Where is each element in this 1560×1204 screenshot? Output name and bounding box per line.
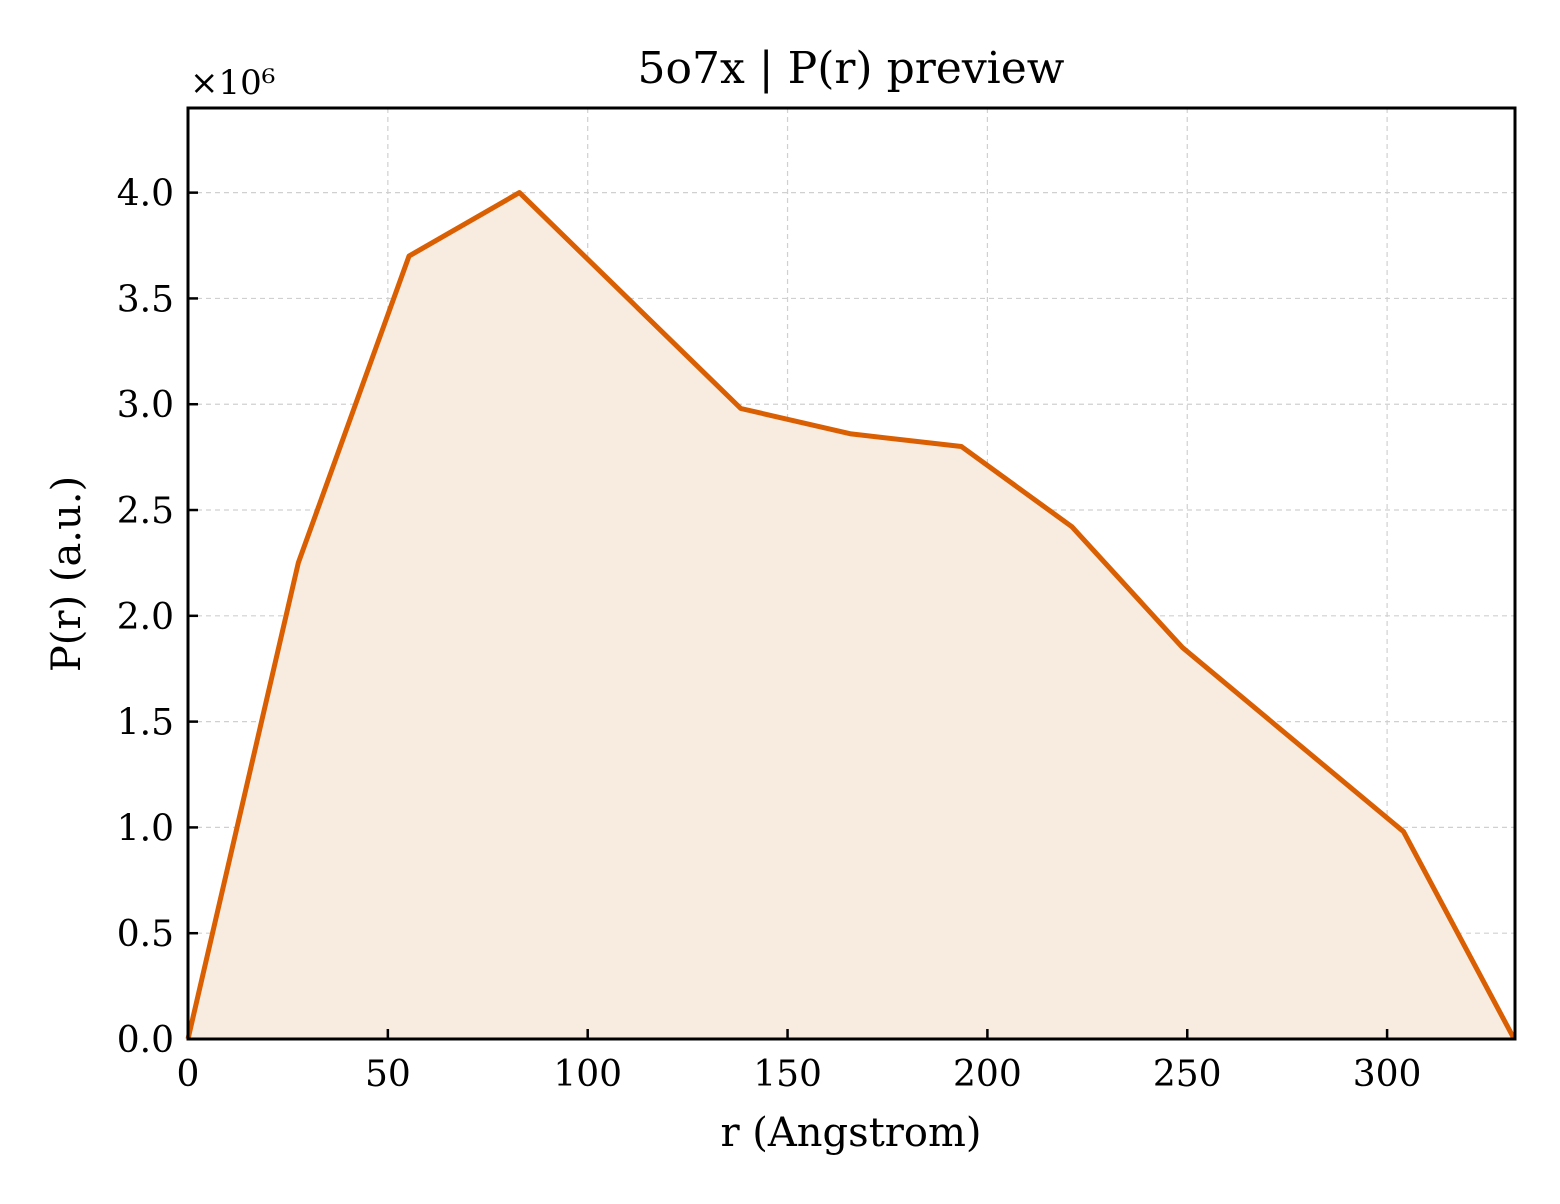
- x-tick-label: 250: [1153, 1054, 1222, 1095]
- x-axis-label: r (Angstrom): [720, 1110, 981, 1156]
- y-tick-label: 3.5: [117, 279, 174, 320]
- y-axis-label: P(r) (a.u.): [44, 476, 90, 672]
- x-tick-label: 200: [953, 1054, 1022, 1095]
- x-tick-label: 150: [753, 1054, 822, 1095]
- y-tick-label: 2.0: [117, 597, 174, 638]
- y-tick-label: 1.0: [117, 808, 174, 849]
- y-tick-label: 2.5: [117, 491, 174, 532]
- y-tick-label: 4.0: [117, 174, 174, 215]
- plot-frame: [186, 106, 1517, 1041]
- x-tick-label: 0: [177, 1054, 200, 1095]
- y-multiplier-label: ×10⁶: [190, 63, 275, 103]
- area-fill: [188, 192, 1515, 1040]
- chart-title: 5o7x | P(r) preview: [638, 43, 1065, 94]
- y-tick-label: 0.0: [117, 1020, 174, 1061]
- x-tick-label: 100: [553, 1054, 622, 1095]
- y-tick-label: 1.5: [117, 703, 174, 744]
- y-tick-label: 0.5: [117, 914, 174, 955]
- series-line: [185, 190, 1517, 1041]
- x-tick-label: 50: [365, 1054, 411, 1095]
- ticks: 0 50 100 150 200 250 300 0.0 0.5 1.0 1.5 2.0 2.5 3.0 3…: [117, 174, 1422, 1095]
- y-tick-label: 3.0: [117, 385, 174, 426]
- x-tick-label: 300: [1353, 1054, 1422, 1095]
